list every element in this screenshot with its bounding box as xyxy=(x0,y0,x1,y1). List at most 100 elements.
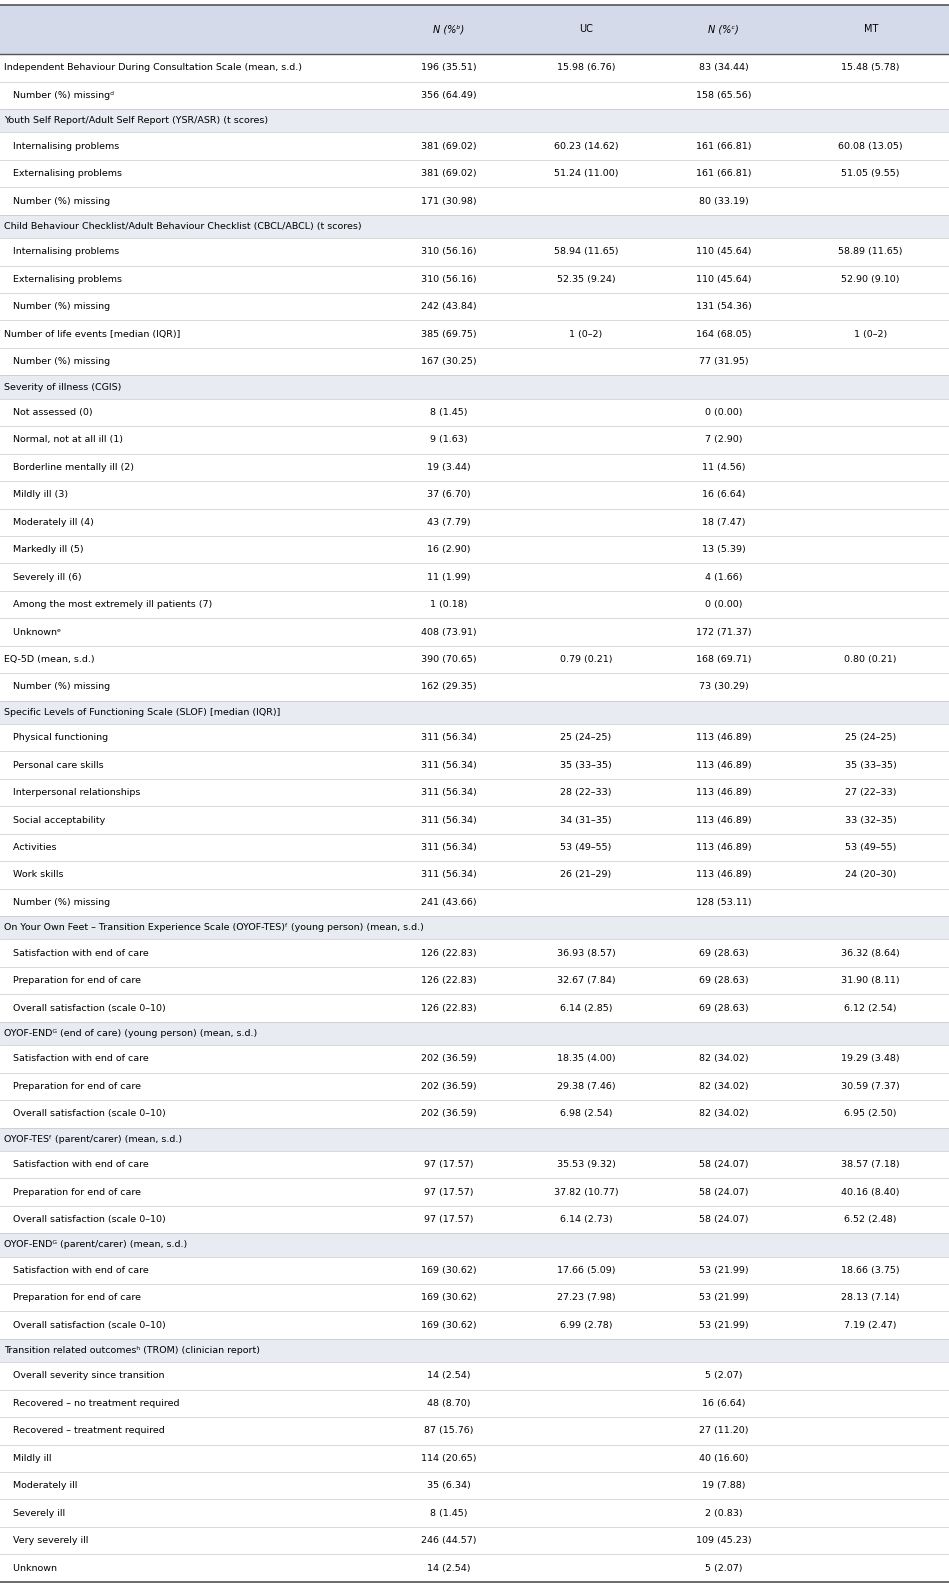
Text: 169 (30.62): 169 (30.62) xyxy=(420,1294,476,1301)
Text: Satisfaction with end of care: Satisfaction with end of care xyxy=(4,1055,149,1064)
Bar xyxy=(0,1045,949,1072)
Text: 172 (71.37): 172 (71.37) xyxy=(696,628,752,637)
Text: 36.93 (8.57): 36.93 (8.57) xyxy=(557,949,615,957)
Text: 13 (5.39): 13 (5.39) xyxy=(701,545,746,554)
Text: 19 (7.88): 19 (7.88) xyxy=(702,1481,745,1491)
Text: 128 (53.11): 128 (53.11) xyxy=(696,898,752,906)
Text: 14 (2.54): 14 (2.54) xyxy=(427,1372,470,1381)
Text: 52.35 (9.24): 52.35 (9.24) xyxy=(557,274,615,284)
Bar xyxy=(0,398,949,427)
Text: Severity of illness (CGIS): Severity of illness (CGIS) xyxy=(4,382,121,392)
Text: 113 (46.89): 113 (46.89) xyxy=(696,733,752,742)
Text: 69 (28.63): 69 (28.63) xyxy=(698,949,749,957)
Text: 11 (1.99): 11 (1.99) xyxy=(427,572,470,581)
Text: 171 (30.98): 171 (30.98) xyxy=(420,196,476,205)
Bar xyxy=(0,1150,949,1179)
Text: Activities: Activities xyxy=(4,843,56,852)
Text: Recovered – no treatment required: Recovered – no treatment required xyxy=(4,1399,179,1408)
Bar xyxy=(0,5,949,54)
Bar xyxy=(0,347,949,376)
Text: Mildly ill: Mildly ill xyxy=(4,1454,51,1462)
Text: 58.89 (11.65): 58.89 (11.65) xyxy=(839,247,902,256)
Text: 33 (32–35): 33 (32–35) xyxy=(845,816,897,825)
Text: Youth Self Report/Adult Self Report (YSR/ASR) (t scores): Youth Self Report/Adult Self Report (YSR… xyxy=(4,116,268,126)
Bar xyxy=(0,481,949,508)
Bar xyxy=(0,833,949,862)
Bar xyxy=(0,1021,949,1045)
Text: 30.59 (7.37): 30.59 (7.37) xyxy=(842,1082,900,1091)
Text: 60.23 (14.62): 60.23 (14.62) xyxy=(553,142,619,151)
Text: Specific Levels of Functioning Scale (SLOF) [median (IQR)]: Specific Levels of Functioning Scale (SL… xyxy=(4,707,280,717)
Text: 51.05 (9.55): 51.05 (9.55) xyxy=(842,169,900,178)
Text: 169 (30.62): 169 (30.62) xyxy=(420,1321,476,1330)
Text: N (%ᵇ): N (%ᵇ) xyxy=(433,24,464,35)
Text: 58 (24.07): 58 (24.07) xyxy=(698,1160,749,1169)
Text: 311 (56.34): 311 (56.34) xyxy=(420,816,476,825)
Text: 53 (21.99): 53 (21.99) xyxy=(698,1266,749,1274)
Text: 109 (45.23): 109 (45.23) xyxy=(696,1536,752,1545)
Text: 82 (34.02): 82 (34.02) xyxy=(698,1109,749,1118)
Bar xyxy=(0,1472,949,1499)
Text: Preparation for end of care: Preparation for end of care xyxy=(4,1082,140,1091)
Text: 15.98 (6.76): 15.98 (6.76) xyxy=(557,64,615,72)
Text: Preparation for end of care: Preparation for end of care xyxy=(4,977,140,984)
Text: 16 (2.90): 16 (2.90) xyxy=(427,545,470,554)
Text: 311 (56.34): 311 (56.34) xyxy=(420,843,476,852)
Text: 97 (17.57): 97 (17.57) xyxy=(423,1215,474,1223)
Bar xyxy=(0,54,949,81)
Bar xyxy=(0,427,949,454)
Bar xyxy=(0,779,949,806)
Bar xyxy=(0,645,949,674)
Text: Overall satisfaction (scale 0–10): Overall satisfaction (scale 0–10) xyxy=(4,1215,165,1223)
Bar xyxy=(0,674,949,701)
Text: 77 (31.95): 77 (31.95) xyxy=(698,357,749,366)
Text: Overall severity since transition: Overall severity since transition xyxy=(4,1372,164,1381)
Text: Satisfaction with end of care: Satisfaction with end of care xyxy=(4,1266,149,1274)
Text: 311 (56.34): 311 (56.34) xyxy=(420,870,476,879)
Text: 126 (22.83): 126 (22.83) xyxy=(420,949,476,957)
Bar xyxy=(0,1179,949,1206)
Text: Number (%) missing: Number (%) missing xyxy=(4,682,110,691)
Text: 15.48 (5.78): 15.48 (5.78) xyxy=(842,64,900,72)
Text: 6.12 (2.54): 6.12 (2.54) xyxy=(845,1004,897,1013)
Bar xyxy=(0,916,949,940)
Text: Borderline mentally ill (2): Borderline mentally ill (2) xyxy=(4,464,134,472)
Bar xyxy=(0,1284,949,1311)
Text: 69 (28.63): 69 (28.63) xyxy=(698,977,749,984)
Text: 0.79 (0.21): 0.79 (0.21) xyxy=(560,655,612,664)
Text: Recovered – treatment required: Recovered – treatment required xyxy=(4,1426,164,1435)
Text: 48 (8.70): 48 (8.70) xyxy=(427,1399,470,1408)
Text: 126 (22.83): 126 (22.83) xyxy=(420,1004,476,1013)
Text: 11 (4.56): 11 (4.56) xyxy=(702,464,745,472)
Text: Number (%) missing: Number (%) missing xyxy=(4,196,110,205)
Text: 53 (21.99): 53 (21.99) xyxy=(698,1294,749,1301)
Text: 6.52 (2.48): 6.52 (2.48) xyxy=(845,1215,897,1223)
Text: 110 (45.64): 110 (45.64) xyxy=(696,247,752,256)
Text: Normal, not at all ill (1): Normal, not at all ill (1) xyxy=(4,435,122,444)
Bar xyxy=(0,1418,949,1445)
Text: 53 (49–55): 53 (49–55) xyxy=(845,843,897,852)
Bar xyxy=(0,967,949,994)
Text: 202 (36.59): 202 (36.59) xyxy=(420,1082,476,1091)
Text: 113 (46.89): 113 (46.89) xyxy=(696,870,752,879)
Bar xyxy=(0,1128,949,1150)
Bar xyxy=(0,889,949,916)
Text: 7.19 (2.47): 7.19 (2.47) xyxy=(845,1321,897,1330)
Text: 385 (69.75): 385 (69.75) xyxy=(420,330,476,339)
Text: 162 (29.35): 162 (29.35) xyxy=(420,682,476,691)
Text: 202 (36.59): 202 (36.59) xyxy=(420,1109,476,1118)
Text: 80 (33.19): 80 (33.19) xyxy=(698,196,749,205)
Text: UC: UC xyxy=(579,24,593,35)
Text: 161 (66.81): 161 (66.81) xyxy=(696,142,752,151)
Bar xyxy=(0,293,949,320)
Text: 5 (2.07): 5 (2.07) xyxy=(705,1372,742,1381)
Text: 8 (1.45): 8 (1.45) xyxy=(430,408,467,417)
Text: 27 (11.20): 27 (11.20) xyxy=(698,1426,749,1435)
Bar xyxy=(0,1101,949,1128)
Text: 241 (43.66): 241 (43.66) xyxy=(420,898,476,906)
Text: Moderately ill (4): Moderately ill (4) xyxy=(4,518,94,527)
Text: Internalising problems: Internalising problems xyxy=(4,247,119,256)
Bar xyxy=(0,723,949,752)
Text: 196 (35.51): 196 (35.51) xyxy=(420,64,476,72)
Text: Number (%) missing: Number (%) missing xyxy=(4,303,110,311)
